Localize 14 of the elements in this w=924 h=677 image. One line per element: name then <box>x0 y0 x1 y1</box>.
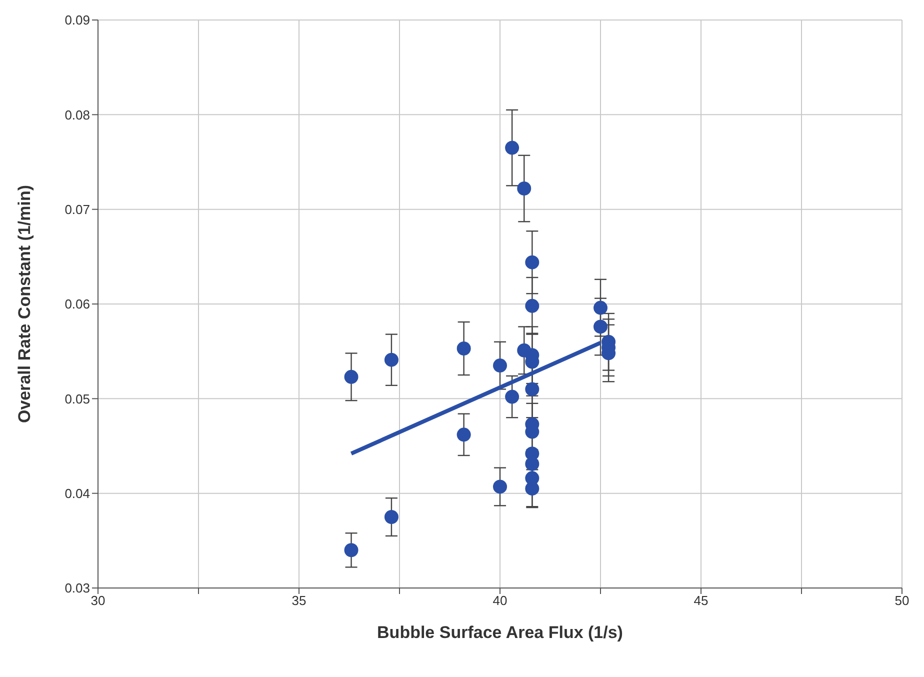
x-tick-label: 30 <box>90 593 106 608</box>
y-tick-label: 0.07 <box>64 202 90 217</box>
x-tick-label: 50 <box>894 593 910 608</box>
y-tick-label: 0.06 <box>64 296 90 312</box>
y-axis-title: Overall Rate Constant (1/min) <box>15 184 34 424</box>
x-tick-label: 45 <box>694 593 708 608</box>
y-tick-label: 0.03 <box>64 580 90 596</box>
x-tick-label: 40 <box>492 593 508 608</box>
x-tick-label: 35 <box>292 593 306 608</box>
y-tick-label: 0.04 <box>64 486 90 501</box>
y-tick-label: 0.05 <box>64 391 90 406</box>
x-axis-title: Bubble Surface Area Flux (1/s) <box>377 623 623 642</box>
y-tick-label: 0.09 <box>64 12 90 28</box>
y-tick-label: 0.08 <box>64 107 90 122</box>
